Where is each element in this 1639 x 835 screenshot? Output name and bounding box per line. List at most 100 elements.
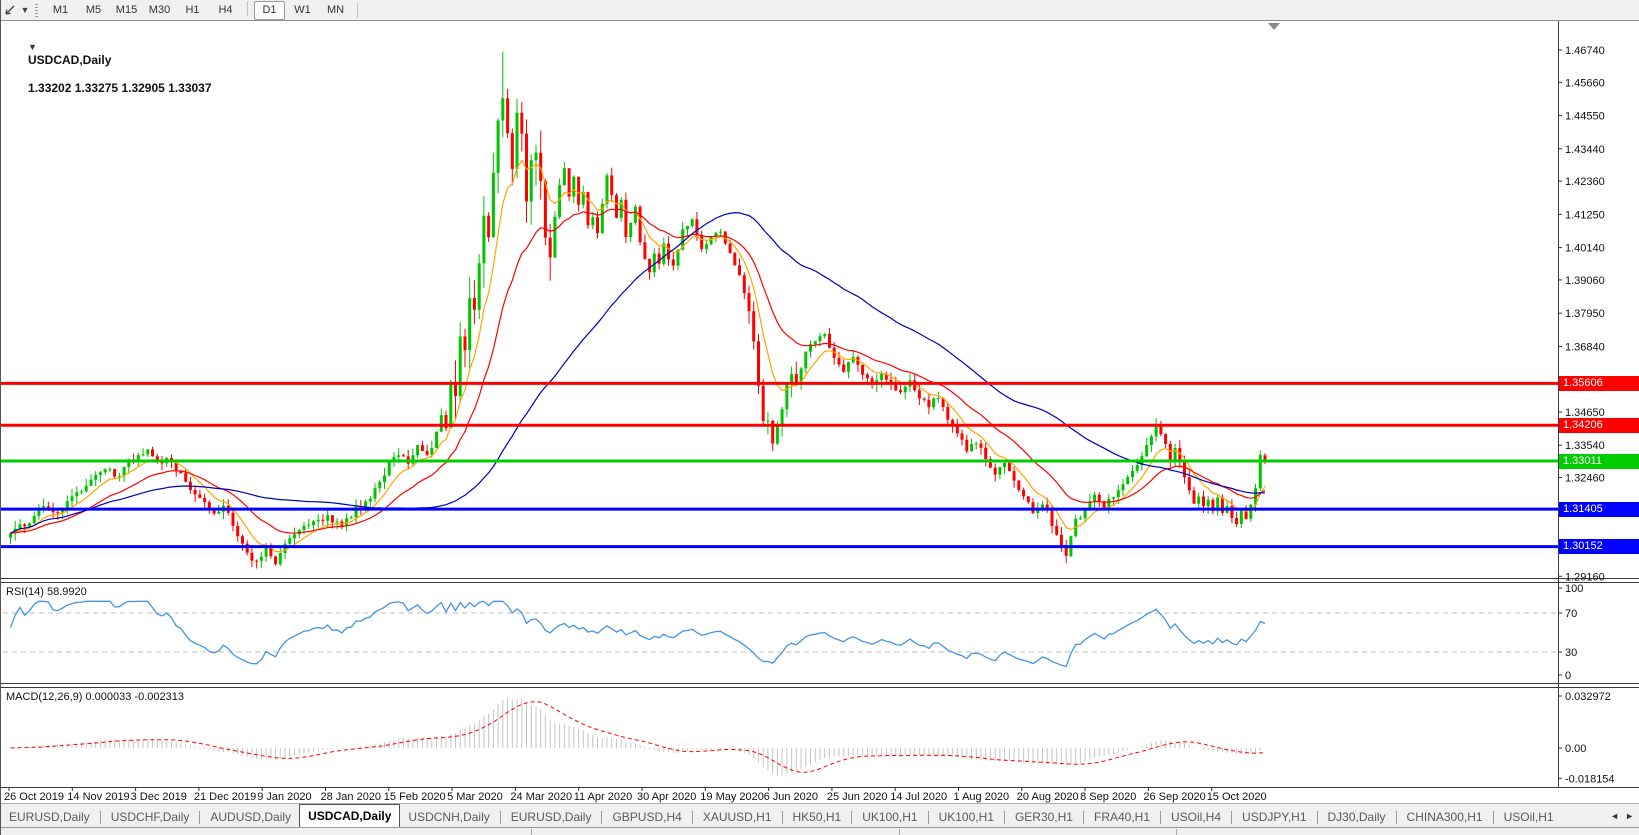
svg-text:100: 100 [1565, 583, 1583, 595]
tab-separator [781, 811, 783, 824]
status-strip-divider [899, 829, 900, 835]
svg-text:1.46740: 1.46740 [1565, 45, 1605, 57]
toolbar-separator [357, 2, 358, 18]
tab-separator [1492, 811, 1494, 824]
chart-tab-usdcnh-4[interactable]: USDCNH,Daily [408, 810, 490, 824]
timeframe-buttons: M1 M5 M15 M30 H1 H4 D1 W1 MN [44, 0, 352, 20]
svg-text:1.45660: 1.45660 [1565, 77, 1605, 89]
toolbar-grip-handle [35, 3, 38, 17]
svg-text:1 Aug 2020: 1 Aug 2020 [954, 791, 1010, 803]
timeframe-button-mn[interactable]: MN [326, 3, 345, 16]
chart-tabs: EURUSD,Daily USDCHF,Daily AUDUSD,Daily USDC… [1, 804, 1562, 828]
chart-tab-dj30-15[interactable]: DJ30,Daily [1327, 810, 1386, 824]
rsi-indicator-label: RSI(14) 58.9920 [6, 586, 87, 598]
svg-text:1.42360: 1.42360 [1565, 176, 1605, 188]
timeframe-button-m1[interactable]: M1 [52, 3, 69, 16]
macd-indicator-label: MACD(12,26,9) 0.000033 -0.002313 [6, 691, 184, 703]
chart-tab-china300-16[interactable]: CHINA300,H1 [1406, 810, 1483, 824]
chart-tab-audusd-2[interactable]: AUDUSD,Daily [210, 810, 292, 824]
chart-title: ▼ USDCAD,Daily 1.33202 1.33275 1.32905 1… [8, 25, 212, 109]
timeframe-button-m15[interactable]: M15 [115, 3, 138, 16]
tab-separator [99, 811, 101, 824]
chart-tab-fra40-12[interactable]: FRA40,H1 [1093, 810, 1151, 824]
svg-text:19 May 2020: 19 May 2020 [700, 791, 764, 803]
chart-tab-usdcad-3[interactable]: USDCAD,Daily [299, 804, 401, 828]
chart-tab-usoil-13[interactable]: USOil,H4 [1171, 810, 1222, 824]
svg-text:0.00: 0.00 [1565, 743, 1586, 755]
tab-separator [499, 811, 501, 824]
svg-text:28 Jan 2020: 28 Jan 2020 [321, 791, 382, 803]
tab-separator [691, 811, 693, 824]
tab-separator [1395, 811, 1397, 824]
chart-tab-uk100-9[interactable]: UK100,H1 [862, 810, 918, 824]
tab-separator [1316, 811, 1318, 824]
chevron-down-icon[interactable]: ▼ [20, 5, 30, 15]
tab-separator [1231, 811, 1233, 824]
toolbar-separator [247, 0, 248, 16]
svg-text:1.29160: 1.29160 [1565, 571, 1605, 583]
tab-scroll-left-icon[interactable]: ◄ [1610, 811, 1620, 821]
svg-text:30 Apr 2020: 30 Apr 2020 [637, 791, 696, 803]
svg-text:1.33540: 1.33540 [1565, 440, 1605, 452]
price-badge-1.35606: 1.35606 [1559, 375, 1639, 391]
svg-text:0.032972: 0.032972 [1565, 691, 1611, 703]
status-strip-divider [1176, 829, 1177, 835]
svg-text:26 Oct 2019: 26 Oct 2019 [4, 791, 64, 803]
svg-text:9 Jan 2020: 9 Jan 2020 [257, 791, 311, 803]
tab-scroll-right-icon[interactable]: ► [1625, 811, 1634, 821]
svg-text:1.36840: 1.36840 [1565, 341, 1605, 353]
chart-tab-uk100-10[interactable]: UK100,H1 [938, 810, 994, 824]
svg-text:15 Oct 2020: 15 Oct 2020 [1207, 791, 1267, 803]
svg-text:1.39060: 1.39060 [1565, 275, 1605, 287]
chart-tab-gbpusd-6[interactable]: GBPUSD,H4 [612, 810, 682, 824]
timeframe-button-m30[interactable]: M30 [148, 3, 171, 16]
timeframe-button-h4[interactable]: H4 [218, 3, 233, 16]
svg-text:-0.018154: -0.018154 [1565, 773, 1615, 785]
tab-separator [199, 811, 201, 824]
tab-separator [1003, 811, 1005, 824]
chart-tab-ger30-11[interactable]: GER30,H1 [1014, 810, 1073, 824]
chart-tab-eurusd-5[interactable]: EURUSD,Daily [510, 810, 592, 824]
chart-title-arrow-icon: ▼ [28, 42, 40, 52]
timeframe-button-w1[interactable]: W1 [294, 3, 311, 16]
svg-text:15 Feb 2020: 15 Feb 2020 [384, 791, 446, 803]
timeframe-button-h1[interactable]: H1 [185, 3, 200, 16]
svg-text:1.44550: 1.44550 [1565, 111, 1605, 123]
tab-separator [1082, 811, 1084, 824]
price-badge-1.34206: 1.34206 [1559, 417, 1639, 433]
tab-scroll-arrows: ◄ ► [1604, 804, 1639, 828]
svg-text:30: 30 [1565, 647, 1577, 659]
svg-text:6 Jun 2020: 6 Jun 2020 [764, 791, 818, 803]
chart-tab-xauusd-7[interactable]: XAUUSD,H1 [702, 810, 772, 824]
svg-text:14 Nov 2019: 14 Nov 2019 [67, 791, 129, 803]
svg-text:3 Dec 2019: 3 Dec 2019 [131, 791, 187, 803]
svg-text:24 Mar 2020: 24 Mar 2020 [510, 791, 572, 803]
timeframe-button-d1[interactable]: D1 [254, 0, 285, 20]
chart-tab-usdjpy-14[interactable]: USDJPY,H1 [1242, 810, 1307, 824]
tab-separator [851, 811, 853, 824]
svg-text:1.43440: 1.43440 [1565, 144, 1605, 156]
svg-text:11 Apr 2020: 11 Apr 2020 [574, 791, 633, 803]
timeframe-button-m5[interactable]: M5 [85, 3, 102, 16]
svg-text:1.32460: 1.32460 [1565, 473, 1605, 485]
chart-area[interactable]: 1.46740 1.45660 1.44550 1.43440 1.42360 1.412… [1, 21, 1639, 803]
status-strip-divider [531, 829, 532, 835]
chart-tab-usdchf-1[interactable]: USDCHF,Daily [110, 810, 190, 824]
svg-text:0: 0 [1565, 670, 1571, 682]
chart-tab-eurusd-0[interactable]: EURUSD,Daily [9, 810, 90, 824]
chart-ohlc-values: 1.33202 1.33275 1.32905 1.33037 [28, 81, 212, 95]
tab-separator [1160, 811, 1162, 824]
cursor-tool-icon[interactable] [1, 2, 19, 18]
chart-canvas[interactable]: 1.46740 1.45660 1.44550 1.43440 1.42360 1.412… [1, 21, 1639, 803]
svg-text:14 Jul 2020: 14 Jul 2020 [890, 791, 947, 803]
svg-text:25 Jun 2020: 25 Jun 2020 [827, 791, 888, 803]
svg-text:20 Aug 2020: 20 Aug 2020 [1017, 791, 1079, 803]
price-badge-1.31405: 1.31405 [1559, 501, 1639, 517]
svg-text:70: 70 [1565, 608, 1577, 620]
svg-text:26 Sep 2020: 26 Sep 2020 [1143, 791, 1205, 803]
chart-tab-usoil-17[interactable]: USOil,H1 [1503, 810, 1554, 824]
chart-tab-hk50-8[interactable]: HK50,H1 [792, 810, 842, 824]
svg-text:5 Mar 2020: 5 Mar 2020 [447, 791, 503, 803]
price-badge-1.30152: 1.30152 [1559, 539, 1639, 555]
